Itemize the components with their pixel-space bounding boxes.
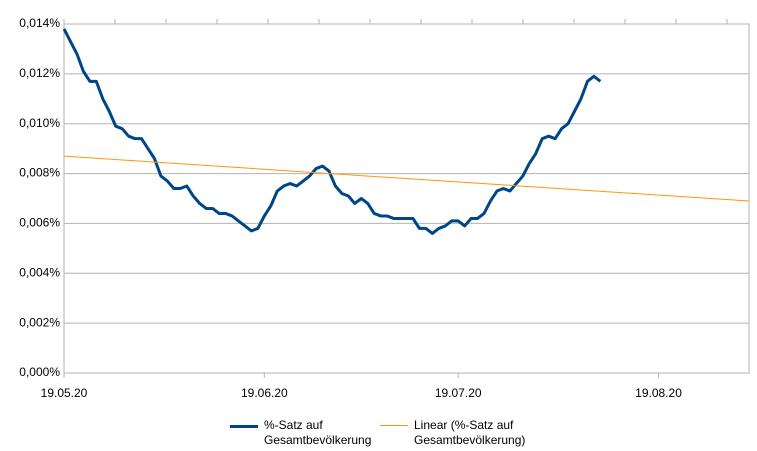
legend-item: %-Satz auf Gesamtbevölkerung <box>230 418 394 448</box>
legend-swatch <box>380 425 408 426</box>
y-tick-label: 0,012% <box>19 66 60 80</box>
y-tick-label: 0,008% <box>19 166 60 180</box>
series-line <box>63 155 750 202</box>
legend-label: %-Satz auf Gesamtbevölkerung <box>264 418 372 447</box>
legend-swatch <box>230 425 258 428</box>
y-tick-label: 0,006% <box>19 216 60 230</box>
y-tick-label: 0,000% <box>19 365 60 379</box>
y-tick-label: 0,010% <box>19 116 60 130</box>
legend-label: Linear (%-Satz auf Gesamtbevölkerung) <box>414 418 526 447</box>
y-tick-label: 0,014% <box>19 16 60 30</box>
y-tick-label: 0,002% <box>19 315 60 329</box>
x-tick-label: 19.05.20 <box>41 386 88 400</box>
series-line <box>62 28 602 235</box>
legend-item: Linear (%-Satz auf Gesamtbevölkerung) <box>380 418 544 448</box>
plot-border <box>63 23 750 374</box>
x-tick-label: 19.06.20 <box>241 386 288 400</box>
x-tick-label: 19.07.20 <box>435 386 482 400</box>
x-tick-label: 19.08.20 <box>635 386 682 400</box>
y-tick-label: 0,004% <box>19 265 60 279</box>
